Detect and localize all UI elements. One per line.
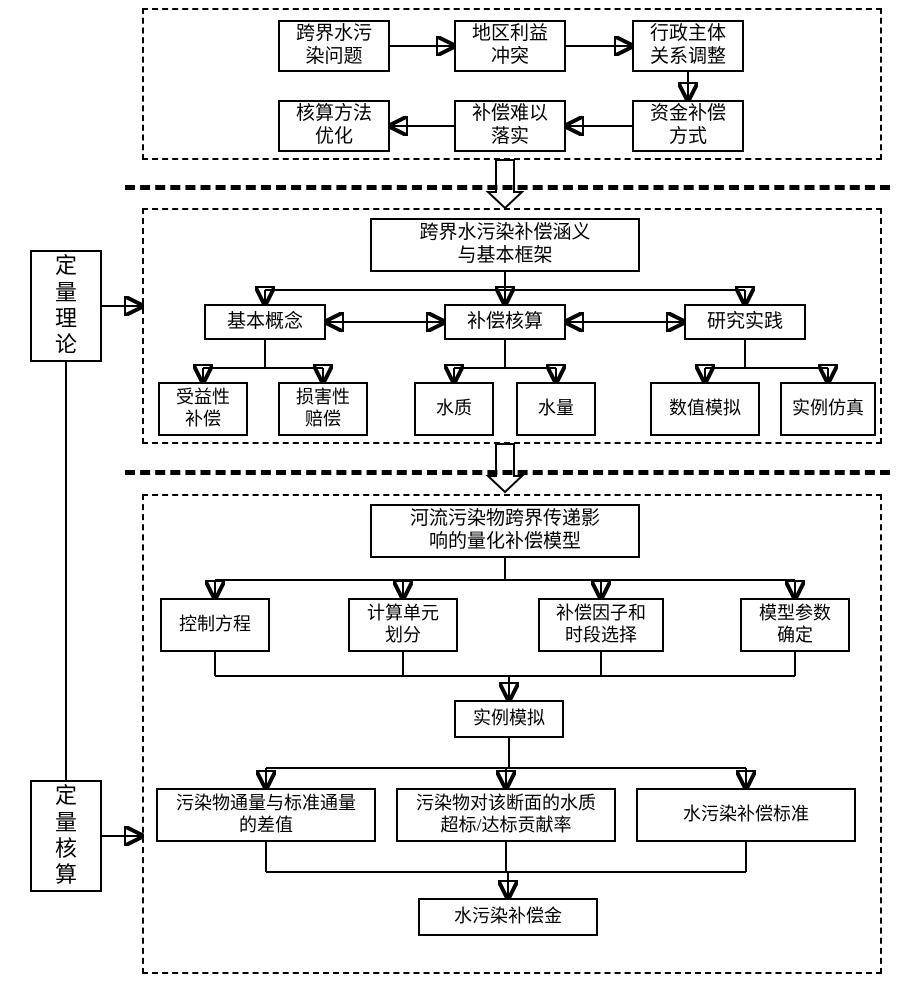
node-s2_c: 研究实践 [684,304,806,340]
node-s1_a: 跨界水污 染问题 [278,20,390,72]
node-s3_e: 实例模拟 [454,700,564,738]
node-s3_i: 水污染补偿金 [418,898,598,936]
section-arrow-0 [488,160,522,208]
node-s1_f: 核算方法 优化 [278,100,390,152]
node-s2_e: 损害性 赔偿 [278,382,368,436]
node-s3_f: 污染物通量与标准通量 的差值 [156,788,376,842]
heavy-dash-0 [125,185,890,190]
node-s2_a: 基本概念 [204,304,326,340]
node-s1_c: 行政主体 关系调整 [632,20,744,72]
heavy-dash-1 [125,470,890,475]
node-s1_b: 地区利益 冲突 [454,20,566,72]
section-arrow-1 [488,444,522,492]
node-s2_f: 水质 [414,382,494,436]
node-left_2: 定 量 核 算 [30,780,102,892]
node-s3_d: 模型参数 确定 [740,598,850,652]
node-s3_top: 河流污染物跨界传递影 响的量化补偿模型 [370,504,640,558]
node-left_1: 定 量 理 论 [30,250,102,362]
node-s2_i: 实例仿真 [780,382,876,436]
node-s3_b: 计算单元 划分 [348,598,458,652]
node-s3_h: 水污染补偿标准 [636,788,856,842]
node-s3_g: 污染物对该断面的水质 超标/达标贡献率 [396,788,616,842]
node-s3_a: 控制方程 [160,598,270,652]
node-s2_d: 受益性 补偿 [158,382,248,436]
node-s2_b: 补偿核算 [444,304,566,340]
node-s2_g: 水量 [516,382,596,436]
node-s3_c: 补偿因子和 时段选择 [538,598,664,652]
node-s2_top: 跨界水污染补偿涵义 与基本框架 [370,218,640,272]
node-s1_e: 补偿难以 落实 [454,100,566,152]
node-s2_h: 数值模拟 [650,382,760,436]
node-s1_d: 资金补偿 方式 [632,100,744,152]
